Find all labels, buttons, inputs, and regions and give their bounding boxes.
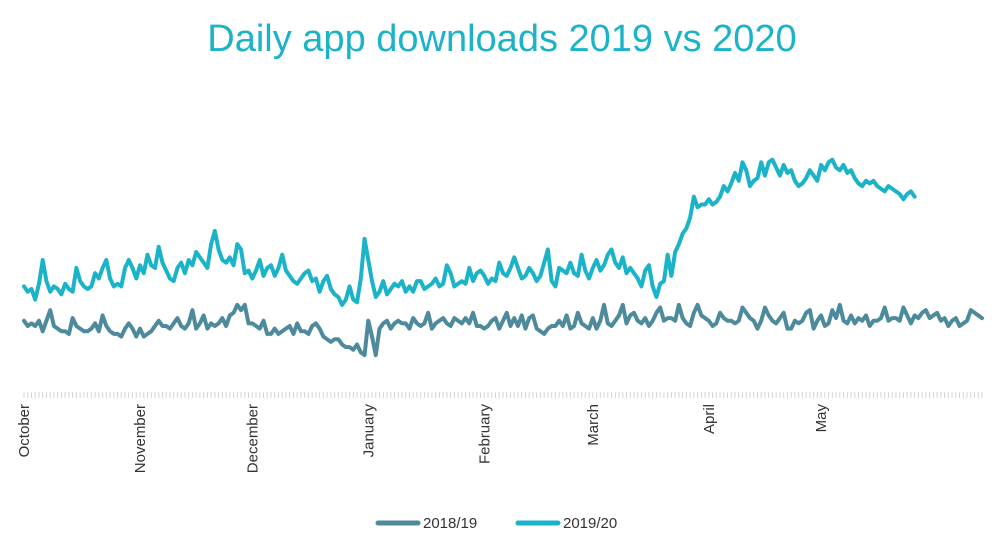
- x-tick-label: December: [244, 404, 261, 473]
- x-tick-label: October: [16, 404, 33, 457]
- x-tick-label: March: [585, 404, 602, 446]
- legend-label: 2019/20: [563, 515, 617, 532]
- x-tick-label: January: [360, 404, 377, 458]
- x-tick-label: April: [701, 404, 718, 434]
- x-tick-label: February: [476, 404, 493, 465]
- x-tick-label: November: [132, 404, 149, 473]
- x-tick-label: May: [813, 404, 830, 433]
- chart-title: Daily app downloads 2019 vs 2020: [207, 18, 797, 60]
- series-line-2019-20: [22, 157, 917, 307]
- series-line-2018-19: [22, 302, 984, 358]
- legend-label: 2018/19: [423, 515, 477, 532]
